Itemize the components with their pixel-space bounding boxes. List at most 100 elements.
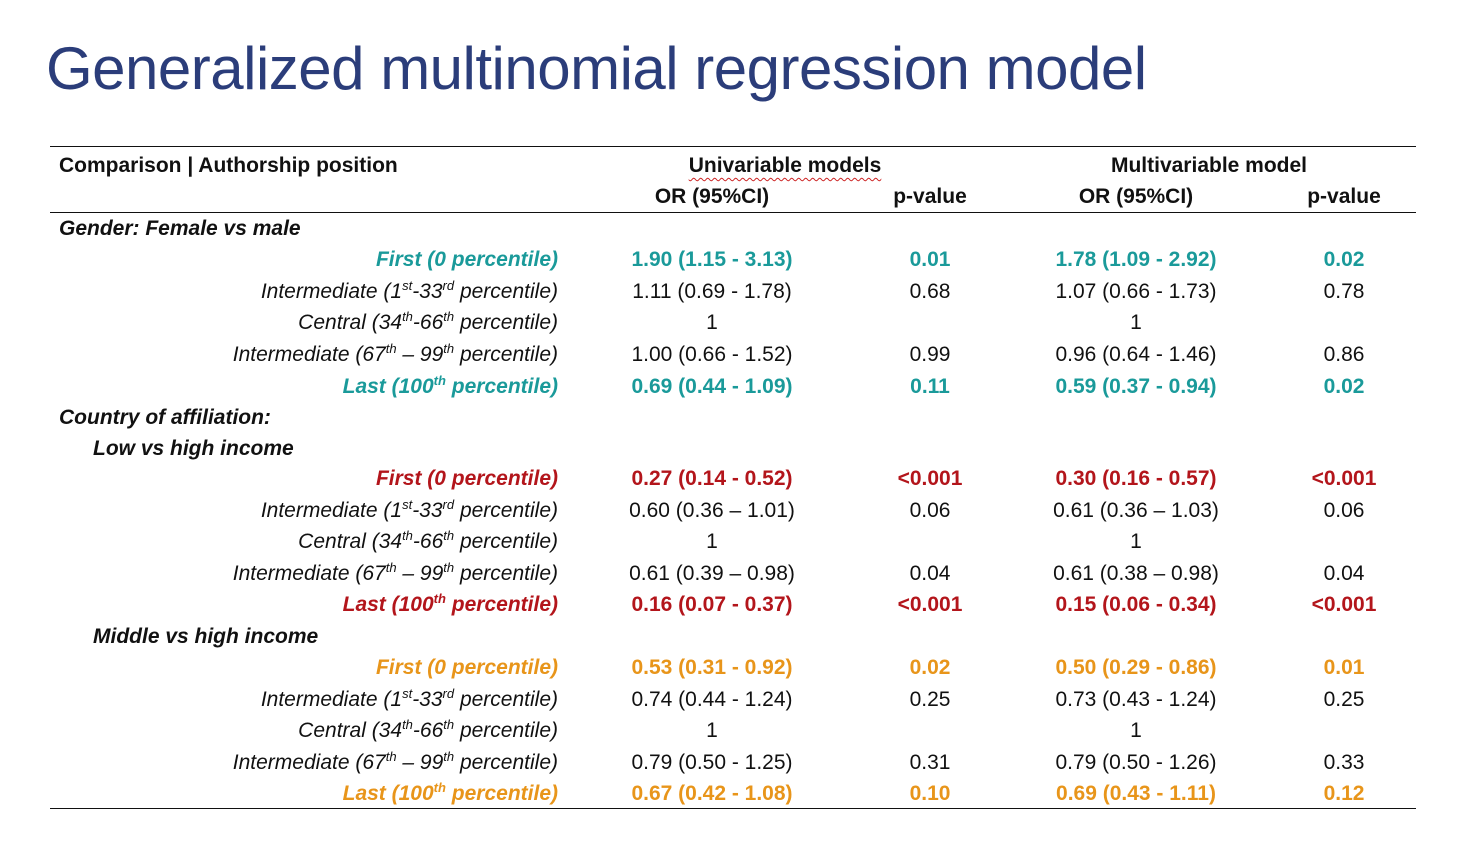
header-row-2: OR (95%CI) p-value OR (95%CI) p-value <box>50 181 1416 212</box>
multi-p: <0.001 <box>1311 593 1377 616</box>
multi-p: 0.01 <box>1323 656 1365 679</box>
multi-or: 0.96 (0.64 - 1.46) <box>1055 343 1217 366</box>
position-label-first: First (0 percentile) <box>375 656 558 679</box>
position-label-intermediate-1: Intermediate (1st-33rd percentile) <box>260 497 558 522</box>
uni-p: 0.11 <box>910 375 950 398</box>
uni-or: 1.11 (0.69 - 1.78) <box>632 280 792 303</box>
table-bottom-rule <box>50 808 1416 809</box>
subsection-row-middle: Middle vs high income <box>50 621 1416 652</box>
table-row: Intermediate (1st-33rd percentile) 0.74 … <box>50 684 1416 715</box>
position-label-last: Last (100th percentile) <box>342 373 558 398</box>
uni-or: 0.27 (0.14 - 0.52) <box>631 467 793 490</box>
multi-or: 1 <box>1130 311 1142 334</box>
uni-p: 0.06 <box>909 499 951 522</box>
position-label-central: Central (34th-66th percentile) <box>298 717 558 742</box>
multi-or: 0.59 (0.37 - 0.94) <box>1055 375 1217 398</box>
table-row: Central (34th-66th percentile) 1 1 <box>50 526 1416 557</box>
uni-or: 0.53 (0.31 - 0.92) <box>631 656 793 679</box>
position-label-first: First (0 percentile) <box>375 467 558 490</box>
slide-title: Generalized multinomial regression model <box>46 35 1147 102</box>
multi-p: 0.12 <box>1323 782 1365 805</box>
uni-p: 0.02 <box>909 656 951 679</box>
multi-p: 0.02 <box>1323 375 1365 398</box>
multi-p: 0.02 <box>1323 248 1365 271</box>
header-uni-or: OR (95%CI) <box>654 185 770 208</box>
table-row: Intermediate (1st-33rd percentile) 1.11 … <box>50 276 1416 307</box>
multi-or: 0.73 (0.43 - 1.24) <box>1055 688 1217 711</box>
uni-p: 0.25 <box>909 688 951 711</box>
multi-p: 0.04 <box>1323 562 1365 585</box>
uni-p: 0.01 <box>909 248 951 271</box>
table-row: Intermediate (67th – 99th percentile) 1.… <box>50 339 1416 370</box>
position-label-intermediate-2: Intermediate (67th – 99th percentile) <box>232 341 558 366</box>
table-row: Last (100th percentile) 0.67 (0.42 - 1.0… <box>50 778 1416 809</box>
multi-p: 0.06 <box>1323 499 1365 522</box>
uni-p: 0.68 <box>909 280 951 303</box>
table-row: First (0 percentile) 1.90 (1.15 - 3.13) … <box>50 244 1416 275</box>
header-multi-or: OR (95%CI) <box>1078 185 1194 208</box>
uni-p: <0.001 <box>897 467 963 490</box>
section-row-gender: Gender: Female vs male <box>50 213 1416 244</box>
header-row-1: Comparison | Authorship position Univari… <box>50 150 1416 181</box>
position-label-first: First (0 percentile) <box>375 248 558 271</box>
subsection-middle-income: Middle vs high income <box>93 625 319 648</box>
position-label-last: Last (100th percentile) <box>342 591 558 616</box>
position-label-intermediate-1: Intermediate (1st-33rd percentile) <box>260 686 558 711</box>
position-label-last: Last (100th percentile) <box>342 780 558 805</box>
multi-or: 0.15 (0.06 - 0.34) <box>1055 593 1217 616</box>
position-label-intermediate-2: Intermediate (67th – 99th percentile) <box>232 560 558 585</box>
multi-p: 0.25 <box>1323 688 1365 711</box>
header-univariable: Univariable models <box>688 154 882 177</box>
uni-or: 0.79 (0.50 - 1.25) <box>631 751 793 774</box>
subsection-low-income: Low vs high income <box>93 437 294 460</box>
uni-or: 0.67 (0.42 - 1.08) <box>631 782 793 805</box>
header-uni-p: p-value <box>893 185 967 208</box>
position-label-intermediate-2: Intermediate (67th – 99th percentile) <box>232 749 558 774</box>
uni-p: 0.99 <box>909 343 951 366</box>
multi-p: 0.86 <box>1323 343 1365 366</box>
uni-or: 0.69 (0.44 - 1.09) <box>631 375 793 398</box>
uni-or: 1 <box>706 311 718 334</box>
multi-or: 0.50 (0.29 - 0.86) <box>1055 656 1217 679</box>
uni-or: 0.61 (0.39 – 0.98) <box>629 562 795 585</box>
position-label-intermediate-1: Intermediate (1st-33rd percentile) <box>260 278 558 303</box>
uni-p: 0.10 <box>909 782 951 805</box>
table-row: Last (100th percentile) 0.16 (0.07 - 0.3… <box>50 589 1416 620</box>
table-row: Intermediate (67th – 99th percentile) 0.… <box>50 558 1416 589</box>
uni-or: 0.16 (0.07 - 0.37) <box>631 593 793 616</box>
header-comparison: Comparison | Authorship position <box>59 154 398 177</box>
multi-or: 1 <box>1130 719 1142 742</box>
table-row: Central (34th-66th percentile) 1 1 <box>50 715 1416 746</box>
uni-or: 1.90 (1.15 - 3.13) <box>631 248 793 271</box>
table-row: First (0 percentile) 0.53 (0.31 - 0.92) … <box>50 652 1416 683</box>
section-row-country: Country of affiliation: <box>50 402 1416 433</box>
multi-or: 0.61 (0.38 – 0.98) <box>1053 562 1219 585</box>
uni-or: 1.00 (0.66 - 1.52) <box>631 343 793 366</box>
multi-or: 1.78 (1.09 - 2.92) <box>1055 248 1217 271</box>
multi-or: 0.69 (0.43 - 1.11) <box>1056 782 1216 805</box>
multi-or: 0.79 (0.50 - 1.26) <box>1055 751 1217 774</box>
uni-p: <0.001 <box>897 593 963 616</box>
multi-p: 0.33 <box>1323 751 1365 774</box>
uni-or: 1 <box>706 530 718 553</box>
table-row: Intermediate (67th – 99th percentile) 0.… <box>50 747 1416 778</box>
multi-or: 0.30 (0.16 - 0.57) <box>1055 467 1217 490</box>
header-multivariable: Multivariable model <box>1110 154 1308 177</box>
position-label-central: Central (34th-66th percentile) <box>298 309 558 334</box>
table-row: Central (34th-66th percentile) 1 1 <box>50 307 1416 338</box>
table-header-rule <box>50 212 1416 213</box>
uni-p: 0.04 <box>909 562 951 585</box>
multi-or: 1 <box>1130 530 1142 553</box>
subsection-row-low: Low vs high income <box>50 433 1416 464</box>
uni-or: 0.60 (0.36 – 1.01) <box>629 499 795 522</box>
uni-p: 0.31 <box>909 751 951 774</box>
position-label-central: Central (34th-66th percentile) <box>298 528 558 553</box>
section-gender: Gender: Female vs male <box>59 217 301 240</box>
uni-or: 1 <box>706 719 718 742</box>
header-multi-p: p-value <box>1307 185 1381 208</box>
table-top-rule <box>50 146 1416 147</box>
uni-or: 0.74 (0.44 - 1.24) <box>631 688 793 711</box>
multi-or: 0.61 (0.36 – 1.03) <box>1053 499 1219 522</box>
table-row: First (0 percentile) 0.27 (0.14 - 0.52) … <box>50 463 1416 494</box>
multi-p: <0.001 <box>1311 467 1377 490</box>
